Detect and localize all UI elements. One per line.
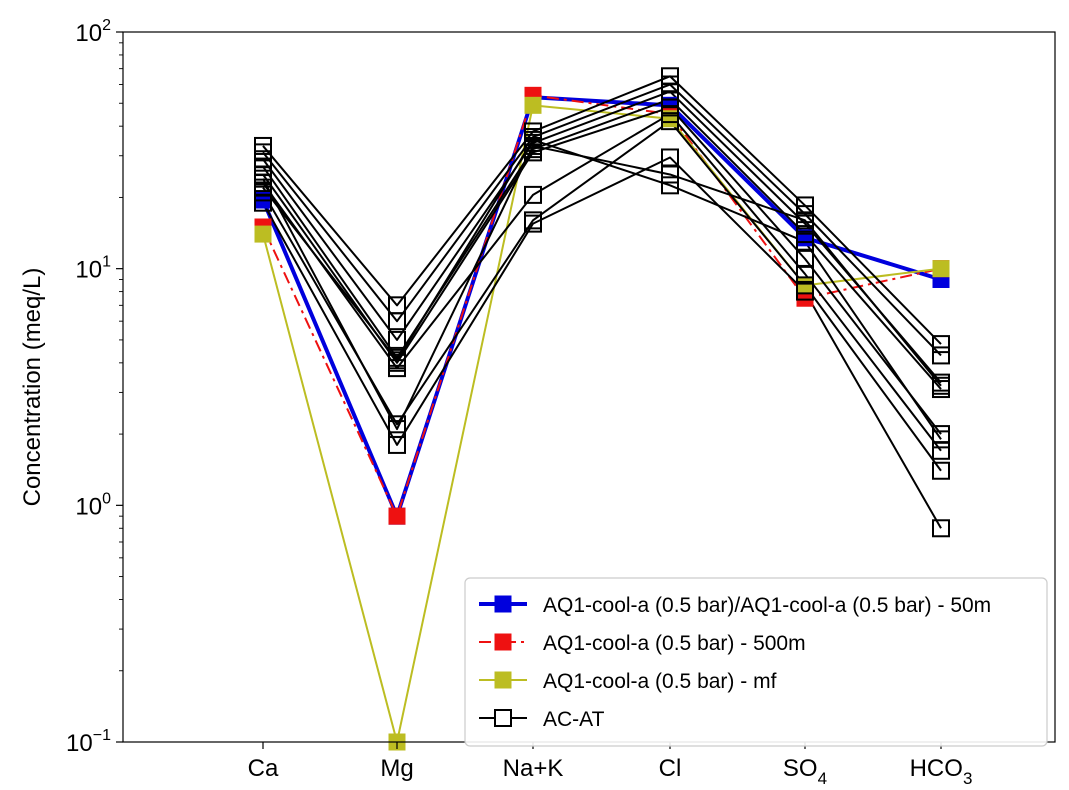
legend-marker — [494, 633, 512, 651]
data-point — [932, 346, 950, 365]
data-point — [932, 519, 950, 538]
x-tick-label: HCO3 — [910, 755, 973, 788]
data-point — [524, 96, 542, 114]
legend-label: AC-AT — [543, 708, 605, 731]
series-line — [262, 75, 942, 345]
data-point — [388, 507, 406, 525]
series-line — [261, 95, 942, 519]
y-axis-label: Concentration (meq/L) — [19, 268, 46, 507]
data-point — [796, 232, 814, 251]
series-line — [262, 144, 942, 431]
data-point — [932, 335, 950, 354]
data-point — [796, 264, 814, 283]
data-point — [932, 461, 950, 480]
series-line — [262, 138, 942, 440]
data-point — [661, 112, 679, 131]
data-point — [932, 430, 950, 449]
series-line — [262, 98, 942, 390]
data-point — [254, 225, 272, 243]
legend-label: AQ1-cool-a (0.5 bar)/AQ1-cool-a (0.5 bar… — [543, 594, 991, 617]
series-line — [262, 113, 942, 452]
data-point — [796, 211, 814, 230]
y-tick-label: 10−1 — [66, 727, 111, 757]
data-point — [388, 330, 406, 349]
series-line — [262, 104, 942, 742]
series-markers — [254, 67, 950, 751]
data-point — [932, 260, 950, 278]
y-axis: 10−1 100 101 102 — [66, 17, 123, 757]
data-point — [661, 148, 679, 167]
legend-box — [464, 577, 1048, 747]
x-tick-label: Na+K — [503, 755, 564, 782]
x-tick-label: Cl — [659, 755, 682, 782]
data-point — [661, 176, 679, 195]
series-line — [262, 156, 942, 529]
data-point — [524, 130, 542, 149]
y-tick-label: 102 — [75, 17, 111, 47]
legend-marker — [494, 709, 512, 727]
data-point — [524, 185, 542, 204]
data-point — [388, 312, 406, 331]
x-tick-label: SO4 — [783, 755, 827, 788]
series-line — [262, 83, 942, 357]
x-tick-label: Mg — [380, 755, 413, 782]
series-line — [262, 90, 942, 384]
data-point — [388, 351, 406, 370]
data-point — [524, 214, 542, 233]
x-axis: Ca Mg Na+K Cl SO4 HCO3 — [248, 742, 973, 788]
data-point — [661, 165, 679, 184]
legend-marker — [494, 595, 512, 613]
x-tick-label: Ca — [248, 755, 279, 782]
legend-marker — [494, 671, 512, 689]
data-point — [796, 276, 814, 294]
legend-label: AQ1-cool-a (0.5 bar) - 500m — [543, 632, 806, 655]
y-tick-label: 101 — [75, 254, 111, 284]
legend: AQ1-cool-a (0.5 bar)/AQ1-cool-a (0.5 bar… — [464, 577, 1048, 747]
legend-label: AQ1-cool-a (0.5 bar) - mf — [543, 670, 777, 693]
data-point — [254, 178, 272, 197]
data-point — [388, 420, 406, 439]
data-point — [932, 441, 950, 460]
y-tick-label: 100 — [75, 490, 111, 520]
series-lines — [261, 75, 942, 742]
data-point — [932, 376, 950, 395]
data-point — [796, 282, 814, 301]
series-line — [262, 94, 942, 518]
